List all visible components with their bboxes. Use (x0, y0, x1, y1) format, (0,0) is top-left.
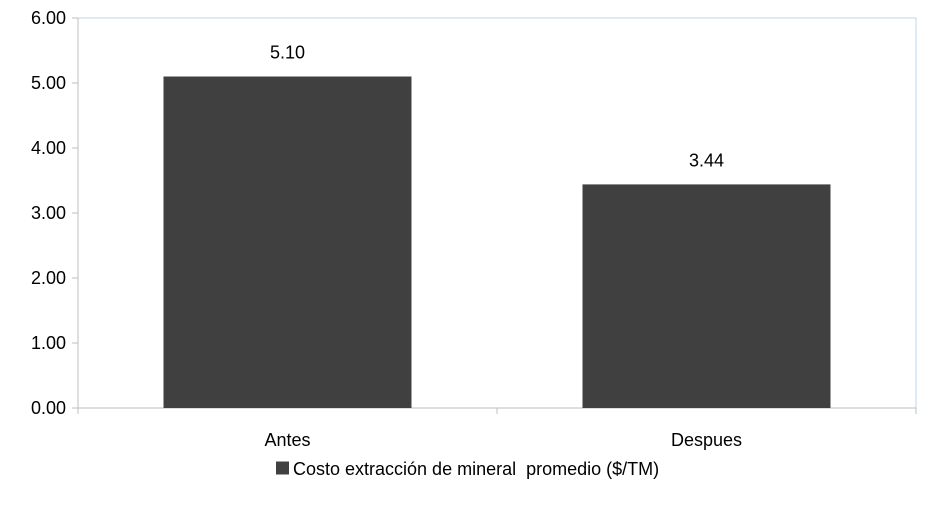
y-tick-label: 4.00 (31, 138, 66, 158)
x-tick-label: Despues (671, 430, 742, 450)
bar-despues (582, 184, 831, 408)
plot-frame (78, 17, 917, 408)
y-tick-label: 5.00 (31, 73, 66, 93)
data-label: 3.44 (689, 150, 724, 170)
legend-swatch (276, 461, 289, 475)
y-tick-label: 0.00 (31, 398, 66, 418)
y-tick-label: 1.00 (31, 333, 66, 353)
y-tick-label: 6.00 (31, 8, 66, 28)
y-tick-label: 2.00 (31, 268, 66, 288)
legend-label: Costo extracción de mineral promedio ($/… (293, 459, 659, 479)
bar-antes (163, 76, 412, 408)
x-tick-label: Antes (264, 430, 310, 450)
data-label: 5.10 (270, 43, 305, 63)
y-tick-label: 3.00 (31, 203, 66, 223)
